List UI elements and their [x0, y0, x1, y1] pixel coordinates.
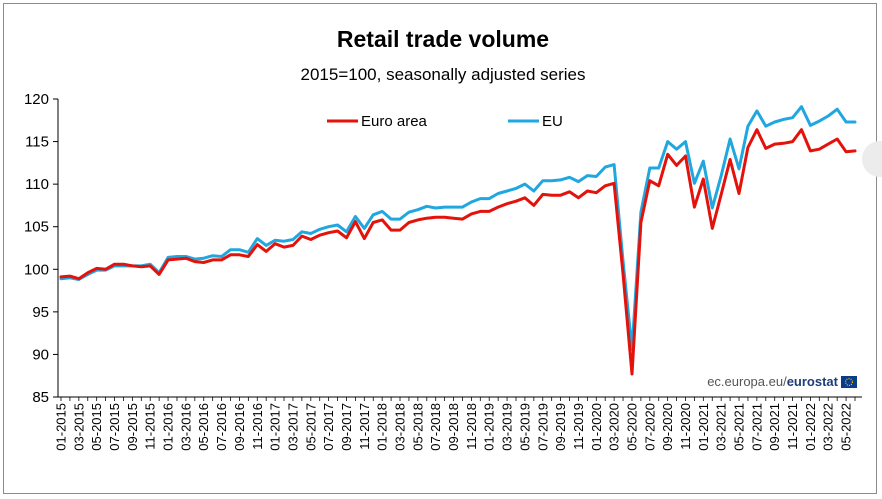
x-tick-label: 03-2022 — [821, 403, 836, 451]
x-tick-label: 05-2015 — [89, 403, 104, 451]
x-tick-label: 09-2015 — [125, 403, 140, 451]
source-credit-text: ec.europa.eu/eurostat — [707, 374, 838, 389]
chart-subtitle: 2015=100, seasonally adjusted series — [301, 65, 586, 84]
x-tick-label: 09-2017 — [339, 403, 354, 451]
x-tick-label: 09-2016 — [232, 403, 247, 451]
x-tick-label: 01-2019 — [482, 403, 497, 451]
y-tick-label: 120 — [24, 91, 49, 108]
y-tick-label: 90 — [32, 346, 49, 363]
x-tick-label: 03-2016 — [178, 403, 193, 451]
x-tick-label: 09-2020 — [660, 403, 675, 451]
series-line-eu — [59, 105, 857, 351]
eu-stars-icon — [844, 378, 853, 387]
chart-title: Retail trade volume — [337, 26, 549, 52]
x-tick-label: 07-2017 — [321, 403, 336, 451]
x-tick-label: 11-2015 — [143, 403, 158, 450]
x-tick-label: 01-2021 — [696, 403, 711, 451]
y-axis: 85 90 95 100 105 110 115 120 — [24, 91, 59, 406]
x-tick-label: 07-2019 — [535, 403, 550, 451]
x-axis: 01-2015 03-2015 05-2015 07-2015 09-2015 11-20… — [54, 396, 862, 451]
x-tick-label: 05-2017 — [303, 403, 318, 451]
x-tick-label: 05-2016 — [196, 403, 211, 451]
x-tick-label: 01-2022 — [803, 403, 818, 451]
x-tick-label: 05-2021 — [732, 403, 747, 451]
x-tick-label: 09-2018 — [446, 403, 461, 451]
x-tick-label: 07-2016 — [214, 403, 229, 451]
x-tick-label: 01-2017 — [268, 403, 283, 451]
x-tick-label: 03-2020 — [607, 403, 622, 451]
x-tick-label: 11-2018 — [464, 403, 479, 450]
x-tick-label: 03-2017 — [286, 403, 301, 451]
y-tick-label: 115 — [25, 134, 49, 151]
legend: Euro area EU — [327, 113, 563, 130]
source-credit: ec.europa.eu/eurostat — [707, 374, 857, 389]
eu-flag-icon — [841, 376, 857, 388]
x-tick-label: 07-2015 — [107, 403, 122, 451]
y-tick-label: 105 — [24, 219, 49, 236]
y-tick-label: 110 — [25, 176, 49, 193]
x-tick-label: 11-2019 — [571, 403, 586, 450]
x-tick-label: 03-2018 — [393, 403, 408, 451]
source-credit-brand: eurostat — [787, 374, 839, 389]
x-tick-label: 11-2020 — [678, 403, 693, 450]
y-tick-label: 85 — [32, 389, 49, 406]
x-tick-label: 03-2019 — [500, 403, 515, 451]
x-tick-label: 01-2016 — [161, 403, 176, 451]
legend-label-euro-area: Euro area — [361, 113, 428, 130]
x-tick-label: 11-2016 — [250, 403, 265, 450]
legend-label-eu: EU — [542, 113, 563, 130]
x-tick-label: 01-2020 — [589, 403, 604, 451]
x-tick-label: 11-2017 — [357, 403, 372, 450]
x-tick-label: 07-2021 — [749, 403, 764, 451]
x-tick-label: 11-2021 — [785, 403, 800, 450]
x-tick-label: 05-2022 — [839, 403, 854, 451]
x-tick-label: 07-2018 — [428, 403, 443, 451]
x-tick-label: 09-2021 — [767, 403, 782, 451]
x-tick-label: 03-2021 — [714, 403, 729, 451]
x-tick-label: 05-2018 — [410, 403, 425, 451]
x-tick-label: 09-2019 — [553, 403, 568, 451]
x-tick-label: 05-2020 — [625, 403, 640, 451]
y-tick-label: 100 — [24, 261, 49, 278]
chart-frame — [3, 3, 882, 494]
side-scroll-handle[interactable] — [862, 141, 882, 177]
x-tick-label: 03-2015 — [71, 403, 86, 451]
x-tick-label: 05-2019 — [517, 403, 532, 451]
series-lines — [59, 105, 857, 376]
x-tick-label: 07-2020 — [642, 403, 657, 451]
source-credit-prefix: ec.europa.eu/ — [707, 374, 787, 389]
x-tick-label: 01-2018 — [375, 403, 390, 451]
x-tick-label: 01-2015 — [54, 403, 69, 451]
y-tick-label: 95 — [32, 304, 49, 321]
series-line-euro-area — [59, 128, 857, 376]
